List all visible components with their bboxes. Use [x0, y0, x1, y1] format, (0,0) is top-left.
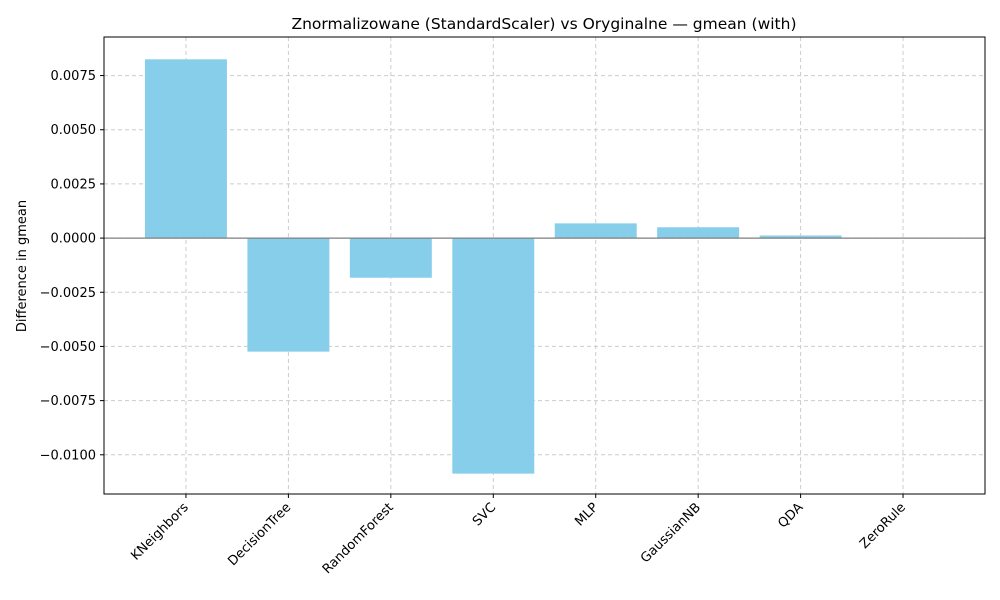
y-tick-label: 0.0025	[51, 177, 97, 192]
grid	[104, 37, 985, 494]
bar-decisiontree	[247, 238, 330, 352]
x-tick-label: RandomForest	[320, 500, 397, 577]
y-tick-label: −0.0100	[40, 448, 96, 463]
y-tick-label: 0.0000	[51, 232, 97, 247]
y-axis-label: Difference in gmean	[15, 200, 30, 332]
bar-kneighbors	[144, 59, 227, 239]
bar-mlp	[554, 223, 637, 239]
bar-gaussiannb	[657, 227, 740, 239]
x-tick-label: ZeroRule	[857, 500, 909, 552]
y-tick-label: 0.0050	[51, 123, 97, 138]
y-tick-label: −0.0075	[40, 394, 96, 409]
x-tick-label: QDA	[775, 500, 806, 531]
plot-frame	[103, 36, 986, 495]
x-tick-label: KNeighbors	[128, 500, 192, 564]
bar-svc	[452, 238, 535, 474]
bars	[144, 59, 842, 474]
x-tick-label: DecisionTree	[225, 500, 294, 569]
x-ticks: KNeighbors DecisionTree RandomForest SVC MLP…	[128, 494, 909, 577]
chart-title: Znormalizowane (StandardScaler) vs Orygi…	[291, 15, 796, 33]
y-ticks: 0.0075 0.0050 0.0025 0.0000 −0.0025 −0.0050 −0…	[40, 69, 104, 463]
bar-randomforest	[349, 238, 432, 278]
x-tick-label: GaussianNB	[638, 500, 704, 566]
bar-qda	[759, 235, 842, 239]
y-tick-label: −0.0050	[40, 340, 96, 355]
x-tick-label: SVC	[470, 500, 499, 529]
y-tick-label: 0.0075	[51, 69, 97, 84]
y-tick-label: −0.0025	[40, 286, 96, 301]
x-tick-label: MLP	[572, 500, 601, 529]
